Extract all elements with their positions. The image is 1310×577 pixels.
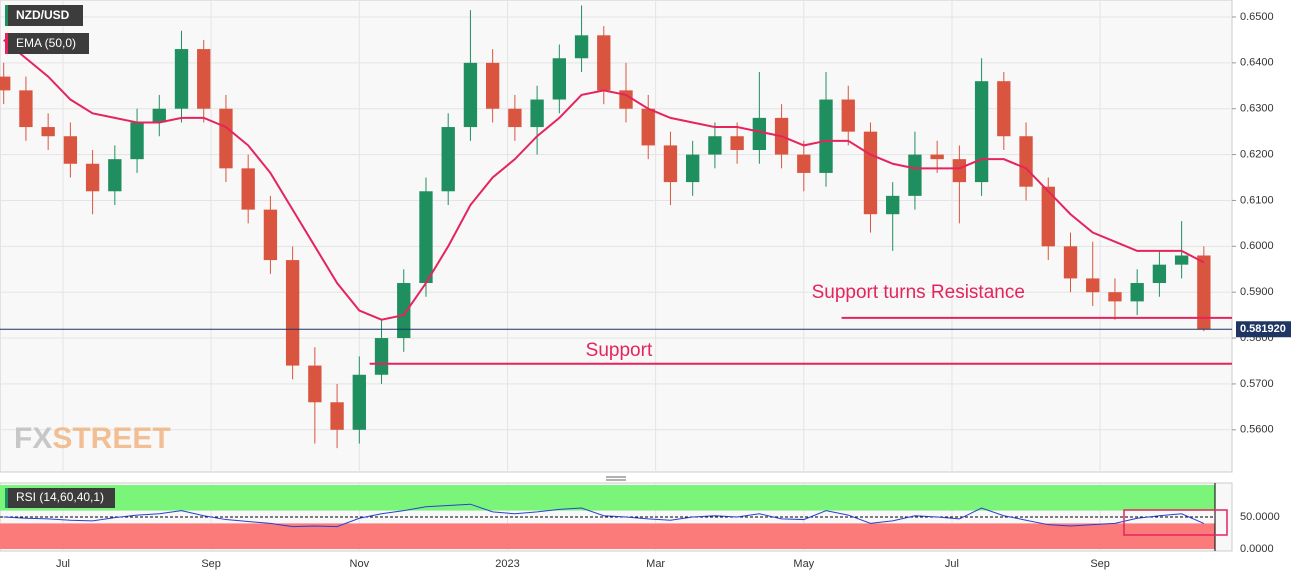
- rsi-tick-label: 0.0000: [1240, 543, 1274, 555]
- candle-body: [285, 260, 300, 366]
- candle-body: [841, 99, 855, 132]
- candle-body: [1197, 255, 1211, 330]
- candle-body: [1152, 264, 1167, 284]
- candle-body: [797, 154, 811, 173]
- rsi-title-box: [5, 488, 115, 508]
- candle-body: [1041, 186, 1055, 247]
- candle-body: [863, 131, 878, 215]
- x-tick-label: Jul: [945, 558, 959, 570]
- candle-body: [1063, 246, 1078, 279]
- candle-body: [908, 154, 922, 196]
- y-tick-label: 0.6500: [1240, 11, 1274, 23]
- x-tick-label: Nov: [350, 558, 370, 570]
- candle-body: [597, 35, 611, 91]
- watermark: FXSTREET: [14, 422, 171, 455]
- watermark-fx: FX: [14, 422, 52, 455]
- candle-body: [886, 195, 900, 215]
- candle-body: [574, 35, 589, 59]
- annotation: Support: [586, 340, 653, 361]
- legend-box: [5, 33, 89, 54]
- candle-body: [819, 99, 833, 173]
- candle-body: [174, 49, 189, 109]
- x-tick-label: May: [793, 558, 814, 570]
- rsi-upper-band: [0, 485, 1215, 511]
- last-price-box: [1236, 321, 1291, 338]
- y-tick-label: 0.5600: [1240, 424, 1274, 436]
- candle-body: [130, 122, 144, 160]
- candle-body: [463, 62, 478, 128]
- candle-body: [1108, 292, 1122, 302]
- candle-body: [441, 127, 455, 192]
- highlight-box: [1123, 509, 1228, 536]
- x-tick-label: Jul: [56, 558, 70, 570]
- y-tick-label: 0.6400: [1240, 57, 1274, 69]
- candle-body: [508, 108, 522, 128]
- candle-body: [730, 136, 744, 150]
- candle-body: [663, 145, 678, 183]
- rsi-line: [3, 503, 1205, 528]
- title-stripe: [5, 5, 8, 26]
- candle-body: [397, 283, 411, 339]
- candle-body: [974, 81, 989, 183]
- candle-body: [63, 136, 78, 164]
- legend-stripe: [5, 33, 8, 54]
- candle-body: [197, 49, 211, 109]
- candle-body: [1019, 136, 1033, 187]
- watermark-street: STREET: [52, 422, 170, 455]
- candle-body: [708, 136, 722, 155]
- x-tick-label: Sep: [1090, 558, 1110, 570]
- y-tick-label: 0.5900: [1240, 286, 1274, 298]
- title-box: [5, 5, 83, 26]
- candle-body: [752, 117, 767, 150]
- candle-body: [19, 90, 33, 128]
- candle-body: [1130, 283, 1144, 302]
- candle-body: [41, 127, 55, 137]
- y-tick-label: 0.6000: [1240, 240, 1274, 252]
- candle-body: [308, 365, 322, 403]
- candle-body: [641, 108, 655, 146]
- candle-body: [530, 99, 544, 128]
- chart-title: NZD/USD: [16, 8, 70, 22]
- x-tick-label: 2023: [495, 558, 519, 570]
- candle-body: [686, 154, 700, 183]
- candle-body: [241, 168, 255, 210]
- candle-body: [85, 163, 100, 192]
- rsi-title-stripe: [5, 488, 8, 508]
- y-tick-label: 0.6300: [1240, 103, 1274, 115]
- ema-line: [3, 39, 1205, 321]
- candle-body: [330, 402, 344, 430]
- candle-body: [263, 209, 278, 261]
- y-tick-label: 0.6100: [1240, 194, 1274, 206]
- x-tick-label: Sep: [201, 558, 221, 570]
- rsi-title: RSI (14,60,40,1): [16, 490, 104, 504]
- candle-body: [108, 159, 122, 192]
- annotation: Support turns Resistance: [812, 282, 1025, 303]
- candle-body: [930, 154, 944, 160]
- rsi-lower-band: [0, 523, 1215, 549]
- x-tick-label: Mar: [646, 558, 665, 570]
- candle-body: [1086, 278, 1100, 293]
- candle-body: [352, 374, 366, 430]
- candle-body: [0, 76, 11, 91]
- candle-body: [219, 108, 233, 169]
- candle-body: [552, 58, 566, 100]
- candle-body: [997, 81, 1011, 137]
- last-price-label: 0.581920: [1240, 323, 1286, 335]
- candle-body: [152, 108, 166, 123]
- candle-body: [1174, 255, 1189, 265]
- candle-body: [374, 338, 389, 375]
- rsi-tick-label: 50.0000: [1240, 511, 1280, 523]
- legend-entry: EMA (50,0): [16, 36, 76, 50]
- candle-body: [419, 191, 433, 284]
- candle-body: [952, 159, 967, 183]
- candle-body: [485, 62, 500, 109]
- plot: Jul Sep Nov 2023 Mar May Jul Sep 0.5600 0.5700 0.5…: [0, 0, 1291, 570]
- y-tick-label: 0.5700: [1240, 378, 1274, 390]
- y-tick-label: 0.6200: [1240, 148, 1274, 160]
